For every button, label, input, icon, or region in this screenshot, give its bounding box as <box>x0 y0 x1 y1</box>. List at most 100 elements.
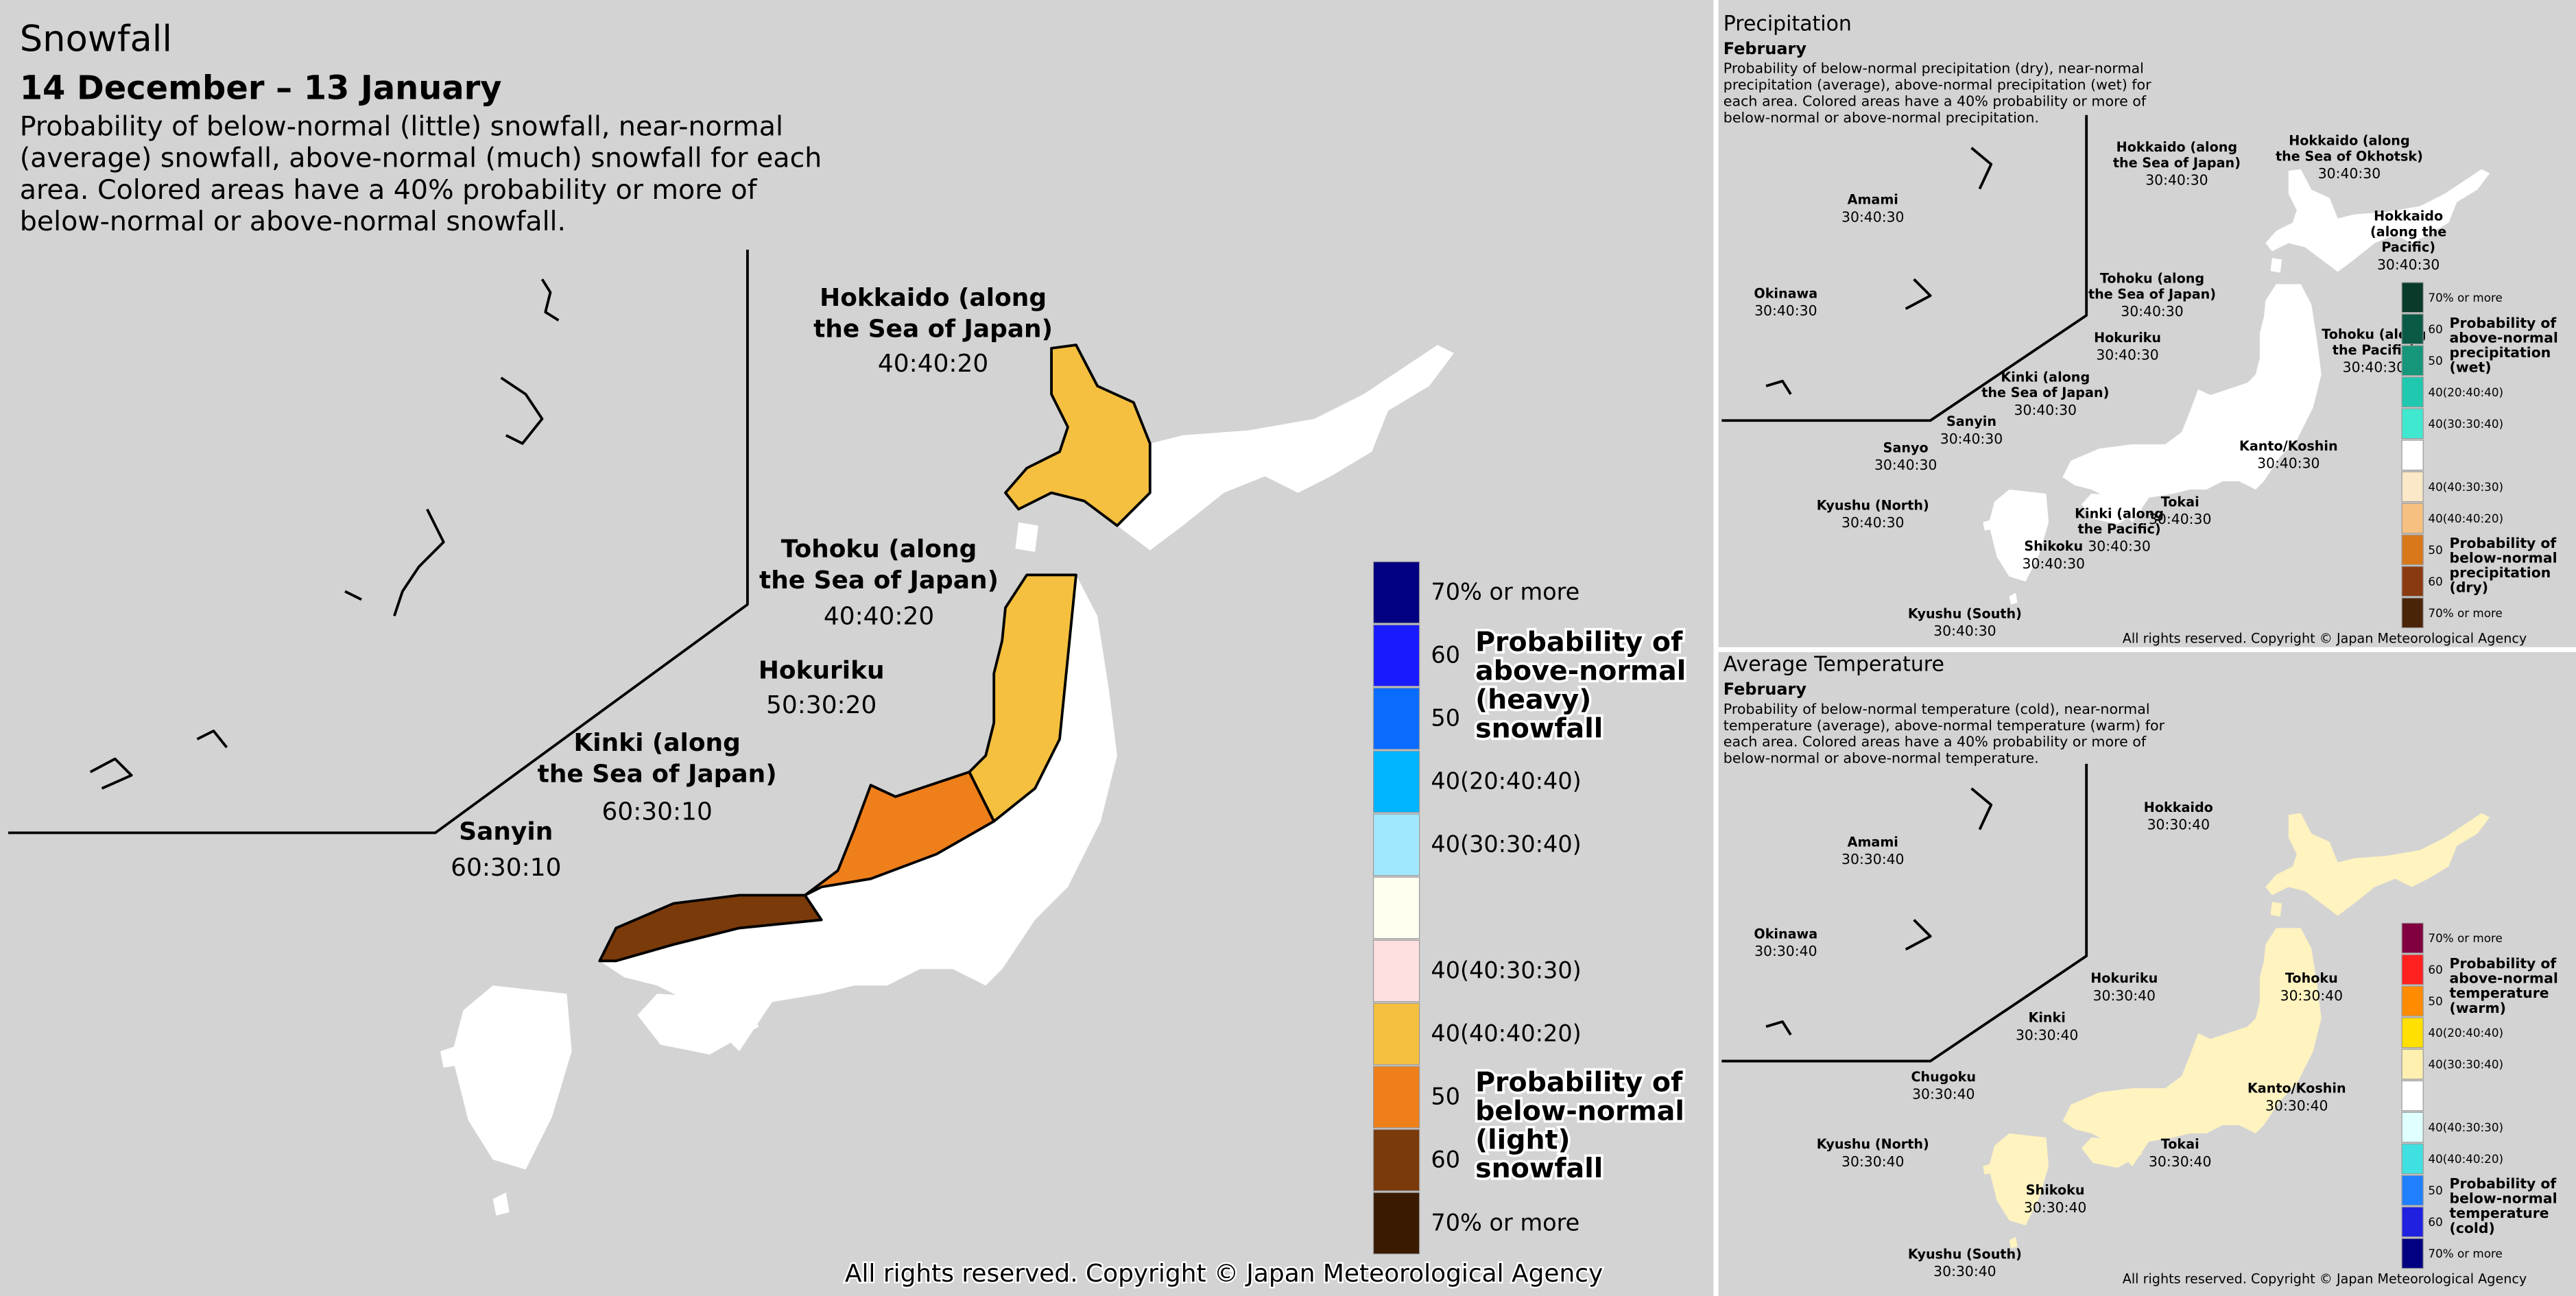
legend-swatch <box>1372 813 1420 876</box>
legend-title: Probability of <box>2450 315 2557 331</box>
legend-title: snowfall <box>1475 712 1603 744</box>
month: February <box>1724 680 1807 699</box>
region-name: the Sea of Okhotsk) <box>2276 148 2423 164</box>
legend-label: 40(40:30:30) <box>2428 480 2503 494</box>
legend-label: 40(30:30:40) <box>1431 831 1581 858</box>
legend-title: above-normal <box>2450 329 2558 346</box>
region-name: Tohoku <box>2285 970 2338 986</box>
region-name: Sanyo <box>1883 440 1929 455</box>
legend-title: Probability of <box>2450 535 2557 551</box>
period: 14 December – 13 January <box>20 70 502 108</box>
region-name: Tokai <box>2161 1136 2199 1152</box>
region-ratio: 30:40:30 <box>1841 514 1904 531</box>
region-ratio: 30:30:40 <box>2265 1097 2328 1114</box>
legend-swatch <box>2401 1080 2424 1112</box>
region-name: Amami <box>1848 834 1898 850</box>
region-name: Kinki (along <box>2001 369 2090 385</box>
region-name: Hokuriku <box>2094 330 2161 346</box>
region-ratio: 50:30:20 <box>766 691 876 719</box>
legend-swatch <box>2401 534 2424 566</box>
region-name: Kanto/Koshin <box>2247 1081 2346 1096</box>
region-ratio: 30:40:30 <box>2149 511 2211 527</box>
region-name: Tohoku (along <box>2322 326 2426 342</box>
legend-title: (wet) <box>2450 359 2492 376</box>
legend-title: (dry) <box>2450 579 2489 596</box>
legend-swatch <box>1372 1003 1420 1066</box>
region-name: Hokkaido (along <box>2116 139 2237 155</box>
region-name: Shikoku <box>2024 538 2083 554</box>
legend-swatch <box>1372 1066 1420 1129</box>
legend-swatch <box>2401 1238 2424 1269</box>
description: Probability of below-normal precipitatio… <box>1724 60 2144 77</box>
region-ratio: 30:30:40 <box>1841 1153 1904 1170</box>
legend-swatch <box>2401 345 2424 376</box>
legend-swatch <box>2401 597 2424 629</box>
legend-title: (light) <box>1475 1124 1571 1155</box>
region-ratio: 60:30:10 <box>601 798 712 826</box>
region-name: Sanyin <box>1946 413 1996 429</box>
region-name: Okinawa <box>1754 285 1817 301</box>
description: Probability of below-normal temperature … <box>1724 701 2150 717</box>
region-name: Chugoku <box>1911 1069 1976 1085</box>
region-name: Kyushu (South) <box>1908 1247 2022 1262</box>
region-name: Kinki (along <box>573 729 740 757</box>
region-ratio: 30:40:30 <box>2023 555 2085 572</box>
legend-label: 70% or more <box>2428 1247 2502 1260</box>
legend-label: 40(40:30:30) <box>2428 1120 2503 1134</box>
legend-label: 40(20:40:40) <box>2428 1026 2503 1040</box>
region-name: Tohoku (along <box>781 535 977 563</box>
region-name: the Pacific) <box>2333 342 2416 358</box>
region-name: the Sea of Japan) <box>813 315 1053 343</box>
legend-label: 40(30:30:40) <box>2428 417 2503 431</box>
precipitation-map <box>1721 115 2490 605</box>
region-ratio: 30:30:40 <box>2016 1027 2078 1043</box>
title: Precipitation <box>1724 12 1852 36</box>
legend-label: 70% or more <box>1431 579 1579 605</box>
legend-label: 40(30:30:40) <box>2428 1057 2503 1071</box>
region-name: Hokuriku <box>2090 970 2158 986</box>
legend-label: 70% or more <box>1431 1210 1579 1236</box>
legend-swatch <box>2401 440 2424 471</box>
region-name: Tohoku (along <box>2100 271 2204 287</box>
legend-label: 60 <box>2428 575 2442 588</box>
legend-title: snowfall <box>1475 1153 1603 1184</box>
region-ratio: 30:40:30 <box>2096 347 2158 363</box>
region-name: Kyushu (North) <box>1817 1136 1929 1152</box>
separator <box>1713 0 1719 1296</box>
legend-swatch <box>2401 408 2424 440</box>
legend-label: 40(40:30:30) <box>1431 957 1581 984</box>
legend-label: 40(40:40:20) <box>2428 1152 2503 1166</box>
legend-swatch <box>2401 376 2424 408</box>
region-name: the Sea of Japan) <box>759 566 999 595</box>
region-name: the Sea of Japan) <box>2113 155 2241 171</box>
region-name: Kyushu (North) <box>1817 497 1929 513</box>
region-ratio: 30:40:30 <box>2343 359 2405 376</box>
region-ratio: 30:30:40 <box>2149 1153 2211 1170</box>
legend-label: 50 <box>1431 1083 1460 1110</box>
title: Snowfall <box>20 19 172 60</box>
copyright: All rights reserved. Copyright © Japan M… <box>2123 1271 2527 1287</box>
region-name: Amami <box>1848 192 1898 208</box>
legend-title: Probability of <box>1475 627 1683 658</box>
legend-label: 50 <box>2428 994 2442 1008</box>
region-ratio: 30:40:30 <box>2121 303 2183 320</box>
legend-title: below-normal <box>2450 1190 2557 1207</box>
legend-title: Probability of <box>2450 955 2557 972</box>
legend-swatch <box>2401 1048 2424 1080</box>
legend-label: 50 <box>1431 705 1460 732</box>
legend-swatch <box>2401 954 2424 985</box>
description: area. Colored areas have a 40% probabili… <box>20 174 758 206</box>
legend-swatch <box>1372 1129 1420 1192</box>
legend-title: precipitation <box>2450 344 2551 361</box>
copyright: All rights reserved. Copyright © Japan M… <box>845 1260 1603 1288</box>
legend-label: 60 <box>1431 1147 1460 1173</box>
region-ratio: 40:40:20 <box>824 603 934 631</box>
description: each area. Colored areas have a 40% prob… <box>1724 734 2147 750</box>
legend-swatch <box>2401 1143 2424 1175</box>
legend-title: below-normal <box>1475 1095 1684 1127</box>
region-ratio: 30:30:40 <box>1754 943 1817 959</box>
region-ratio: 30:40:30 <box>2145 172 2208 189</box>
separator <box>1718 647 2576 652</box>
month: February <box>1724 39 1807 58</box>
region-name: Hokuriku <box>759 657 885 685</box>
